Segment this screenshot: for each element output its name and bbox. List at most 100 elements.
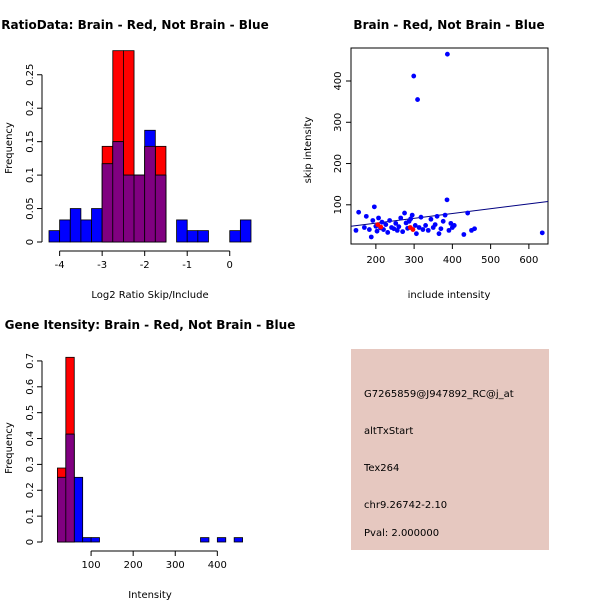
gene-bar-not-brain [90,537,100,543]
scatter-point-not-brain [420,227,426,232]
scatter-y-tick-label: 100 [333,195,344,214]
scatter-point-not-brain [434,213,440,219]
ratio-bar-not-brain [186,230,199,243]
gene-y-tick-label: 0.3 [25,456,36,472]
ratio-x-tick-label: 0 [227,260,233,271]
scatter-point-not-brain [353,227,359,233]
scatter-point-not-brain [451,223,457,228]
gene-histogram-title: Gene Itensity: Brain - Red, Not Brain - … [5,318,296,332]
ratio-x-tick-label: -3 [97,260,107,271]
ratio-bar-overlap [123,174,135,243]
ratio-histogram-axes: -4 -3 -2 -1 0 0 0.05 0.1 0.15 0.2 0.25 [25,64,233,271]
ratio-histogram-bars [48,50,252,243]
scatter-x-tick-label: 400 [443,255,462,266]
scatter-point-not-brain [416,225,422,230]
ratio-bar-not-brain [59,219,71,243]
scatter-point-not-brain [366,227,372,232]
scatter-point-not-brain [400,229,406,235]
ratio-y-tick-label: 0 [25,239,36,245]
scatter-point-brain [410,227,416,232]
gene-histogram-xlabel: Intensity [128,590,172,600]
gene-bar-overlap [57,476,67,543]
ratio-bar-not-brain [239,219,252,243]
gene-bar-overlap [65,433,75,543]
scatter-y-tick-label: 400 [333,71,344,90]
scatter-y-tick-label: 200 [333,154,344,173]
ratio-bar-overlap [133,174,146,243]
ratio-x-tick-label: -2 [140,260,150,271]
scatter-point-not-brain [436,231,442,237]
scatter-ylabel: skip intensity [303,117,314,184]
gene-bar-not-brain [200,537,210,543]
scatter-point-not-brain [461,232,467,237]
gene-y-tick-label: 0 [25,539,36,545]
tissue-name: Tex264 [363,463,399,474]
scatter-point-not-brain [394,227,400,233]
ratio-bar-not-brain [80,219,92,243]
ratio-bar-not-brain [229,230,241,243]
scatter-point-not-brain [440,218,446,224]
gene-histogram-bars [57,356,243,543]
ratio-bar-overlap [112,141,124,243]
gene-x-tick-label: 300 [166,560,185,571]
event-type: altTxStart [364,426,413,437]
ratio-y-tick-label: 0.25 [25,64,36,86]
ratio-bar-not-brain [176,219,188,243]
scatter-plot-frame [350,47,549,245]
scatter-point-not-brain [387,218,393,223]
scatter-x-tick-label: 600 [519,255,538,266]
scatter-point-not-brain [402,210,407,216]
gene-histogram-ylabel: Frequency [4,422,15,474]
intensity-scatter-panel: Brain - Red, Not Brain - Blue include in… [303,18,549,301]
info-panel-background [351,349,549,550]
scatter-point-not-brain [379,219,385,225]
scatter-point-not-brain [409,212,415,218]
ratio-bar-overlap [144,145,156,243]
gene-bar-not-brain [73,476,84,543]
scatter-point-not-brain [428,216,434,222]
scatter-x-tick-label: 500 [481,255,500,266]
scatter-x-tick-label: 200 [366,255,385,266]
scatter-points [353,51,545,240]
scatter-point-not-brain [414,231,419,237]
info-panel: G7265859@J947892_RC@j_at altTxStart Tex2… [351,349,549,550]
gene-intensity-histogram-panel: Gene Itensity: Brain - Red, Not Brain - … [4,318,295,600]
gene-x-tick-label: 100 [82,560,101,571]
ratio-y-tick-label: 0.05 [25,197,36,219]
gene-y-tick-label: 0.5 [25,405,36,421]
scatter-point-not-brain [361,225,367,230]
ratio-bar-not-brain [48,230,61,243]
ratio-y-tick-label: 0.1 [25,167,36,183]
scatter-axes: 200 300 400 500 600 100 200 300 400 [333,71,538,266]
scatter-xlabel: include intensity [408,290,491,301]
scatter-point-not-brain [383,222,389,228]
scatter-point-not-brain [444,197,450,203]
scatter-point-not-brain [444,51,450,57]
scatter-point-not-brain [412,223,418,228]
scatter-point-not-brain [376,215,381,221]
scatter-point-not-brain [448,220,454,226]
scatter-point-not-brain [432,222,438,228]
gene-y-tick-label: 0.7 [25,353,36,369]
scatter-point-not-brain [368,234,374,240]
scatter-point-not-brain [408,216,414,222]
gene-y-tick-label: 0.6 [25,379,36,395]
scatter-point-not-brain [356,209,362,215]
scatter-point-not-brain [425,227,431,233]
scatter-title: Brain - Red, Not Brain - Blue [353,18,544,32]
gene-y-tick-label: 0.1 [25,508,36,524]
scatter-point-not-brain [465,210,471,216]
ratio-y-tick-label: 0.15 [25,131,36,153]
gene-bar-not-brain [233,537,243,543]
scatter-point-not-brain [446,227,452,233]
scatter-point-not-brain [411,73,417,79]
ratio-bar-not-brain [91,208,103,243]
gene-x-tick-label: 400 [208,560,227,571]
ratio-bar-not-brain [69,208,82,243]
ratio-histogram-title: RatioData: Brain - Red, Not Brain - Blue [1,18,268,32]
scatter-point-not-brain [398,215,404,221]
scatter-point-not-brain [363,213,369,219]
scatter-point-not-brain [423,223,428,228]
ratio-x-tick-label: -1 [182,260,192,271]
